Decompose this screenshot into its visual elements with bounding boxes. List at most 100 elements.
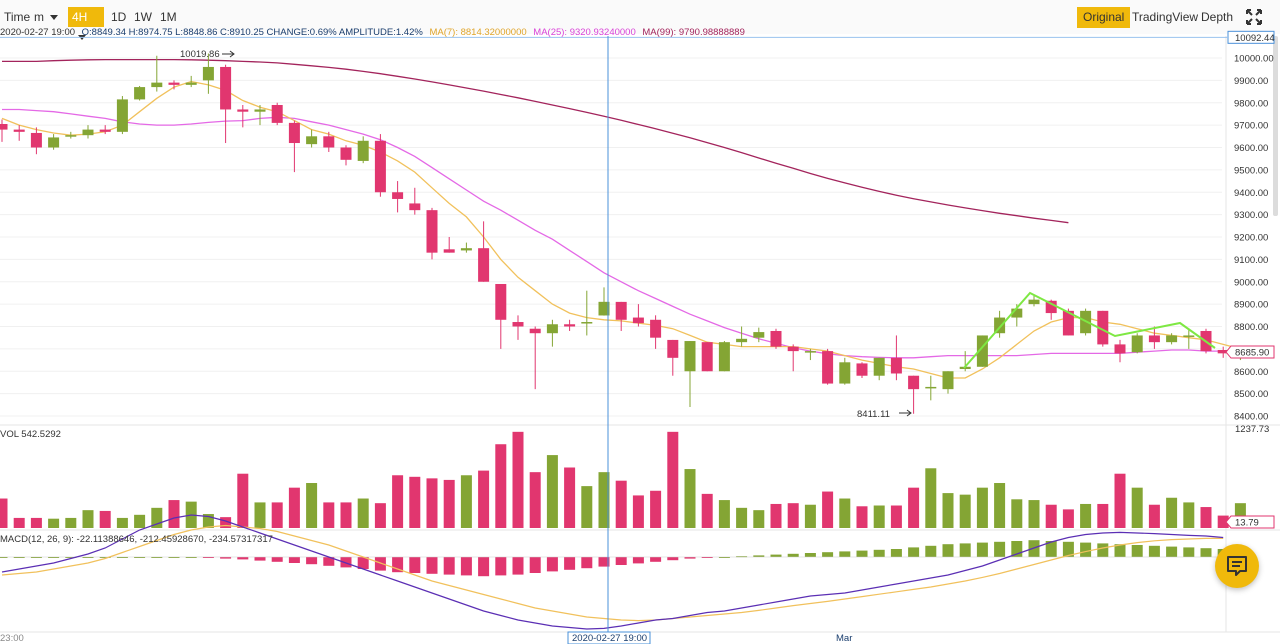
price-tick-label: 8500.00 bbox=[1234, 389, 1268, 400]
macd-hist-bar bbox=[770, 554, 782, 557]
fullscreen-icon[interactable] bbox=[1243, 7, 1265, 27]
macd-hist-bar bbox=[632, 557, 644, 564]
volume-bar bbox=[822, 491, 834, 528]
candle-body bbox=[1131, 335, 1143, 353]
volume-bar bbox=[908, 487, 920, 528]
view-depth-button[interactable]: Depth bbox=[1201, 10, 1234, 24]
candle-body bbox=[220, 66, 232, 110]
macd-hist-bar bbox=[374, 557, 386, 571]
candle-body bbox=[134, 87, 146, 100]
trend-annotation bbox=[963, 291, 1216, 369]
view-tradingview-button[interactable]: TradingView bbox=[1132, 10, 1199, 24]
volume-bar bbox=[1045, 504, 1057, 528]
scrollbar-thumb bbox=[1273, 36, 1278, 216]
macd-hist-bar bbox=[357, 557, 369, 569]
macd-dea-line bbox=[1, 524, 1224, 622]
volume-bar bbox=[787, 503, 799, 528]
interval-1m-button[interactable]: 1M bbox=[160, 10, 177, 24]
price-marker-last-label: 8685.90 bbox=[1235, 348, 1269, 359]
info-ma25: MA(25): 9320.93240000 bbox=[533, 27, 636, 38]
macd-hist-bar bbox=[546, 557, 558, 572]
volume-bar bbox=[701, 493, 713, 528]
minute-dropdown-label: m bbox=[34, 10, 44, 24]
candle-body bbox=[736, 338, 748, 343]
minute-dropdown[interactable]: m bbox=[30, 7, 66, 27]
volume-bar bbox=[237, 473, 249, 528]
volume-bar bbox=[1097, 503, 1109, 528]
candle-body bbox=[546, 324, 558, 334]
interval-1d-button[interactable]: 1D bbox=[111, 10, 127, 24]
volume-bar bbox=[890, 505, 902, 528]
candle-body bbox=[1062, 310, 1074, 336]
volume-bar bbox=[1183, 502, 1195, 528]
macd-hist-bar bbox=[1011, 541, 1023, 557]
macd-hist-bar bbox=[426, 557, 438, 574]
candle-body bbox=[718, 342, 730, 372]
volume-bar bbox=[1148, 504, 1160, 528]
macd-hist-bar bbox=[254, 557, 266, 561]
macd-hist-bar bbox=[1114, 544, 1126, 557]
volume-bar bbox=[495, 444, 507, 528]
time-tab[interactable]: Time bbox=[4, 10, 31, 24]
chat-button[interactable] bbox=[1215, 544, 1259, 588]
volume-bar bbox=[942, 493, 954, 528]
candle-body bbox=[0, 124, 8, 130]
macd-hist-bar bbox=[529, 557, 541, 573]
macd-hist-bar bbox=[839, 551, 851, 557]
macd-hist-bar bbox=[99, 557, 111, 558]
macd-hist-bar bbox=[1097, 543, 1109, 557]
volume-bar bbox=[718, 500, 730, 528]
macd-hist-bar bbox=[288, 557, 300, 563]
macd-hist-bar bbox=[323, 557, 335, 566]
candle-body bbox=[340, 147, 352, 160]
chart-toolbar: Time m 4H 1D 1W 1M Original TradingView … bbox=[0, 0, 1280, 41]
candle-body bbox=[787, 346, 799, 352]
candle-body bbox=[374, 140, 386, 193]
candle-body bbox=[237, 109, 249, 112]
macd-hist-bar bbox=[787, 553, 799, 557]
volume-bar bbox=[856, 506, 868, 528]
volume-bar bbox=[409, 476, 421, 528]
candle-body bbox=[856, 363, 868, 376]
macd-hist-bar bbox=[512, 557, 524, 575]
price-tick-label: 9300.00 bbox=[1234, 210, 1268, 221]
macd-hist-bar bbox=[959, 543, 971, 557]
volume-bar bbox=[48, 518, 60, 528]
candle-body bbox=[1114, 344, 1126, 354]
view-original-button[interactable]: Original bbox=[1077, 7, 1131, 28]
interval-1w-button[interactable]: 1W bbox=[134, 10, 152, 24]
macd-hist-bar bbox=[1080, 542, 1092, 557]
price-tick-label: 9600.00 bbox=[1234, 143, 1268, 154]
candle-body bbox=[392, 192, 404, 199]
volume-bar bbox=[753, 510, 765, 528]
candle-body bbox=[976, 335, 988, 367]
candle-body bbox=[822, 351, 834, 384]
volume-bar bbox=[598, 472, 610, 528]
candle-body bbox=[1097, 310, 1109, 345]
price-tick-label: 8400.00 bbox=[1234, 412, 1268, 423]
macd-hist-bar bbox=[65, 557, 77, 558]
candle-body bbox=[873, 357, 885, 376]
candle-body bbox=[908, 375, 920, 390]
candle-body bbox=[684, 341, 696, 372]
crosshair-time-box bbox=[567, 631, 651, 644]
macd-hist-bar bbox=[856, 550, 868, 557]
volume-bar bbox=[30, 517, 42, 528]
price-tick-label: 9100.00 bbox=[1234, 255, 1268, 266]
candle-body bbox=[1217, 349, 1229, 354]
volume-bar bbox=[839, 498, 851, 528]
candle-body bbox=[254, 109, 266, 112]
interval-4h-dropdown[interactable]: 4H bbox=[68, 7, 104, 41]
volume-bar bbox=[392, 475, 404, 528]
macd-hist-bar bbox=[701, 557, 713, 558]
volume-bar bbox=[994, 483, 1006, 528]
volume-bar bbox=[1114, 473, 1126, 528]
macd-hist-bar bbox=[306, 557, 318, 565]
volume-bar bbox=[340, 502, 352, 528]
ma25-line bbox=[2, 108, 1241, 359]
candle-body bbox=[202, 66, 214, 81]
crosshair: 2020-02-27 19:00 bbox=[567, 36, 651, 644]
candle-body bbox=[942, 371, 954, 390]
candle-body bbox=[564, 324, 576, 327]
